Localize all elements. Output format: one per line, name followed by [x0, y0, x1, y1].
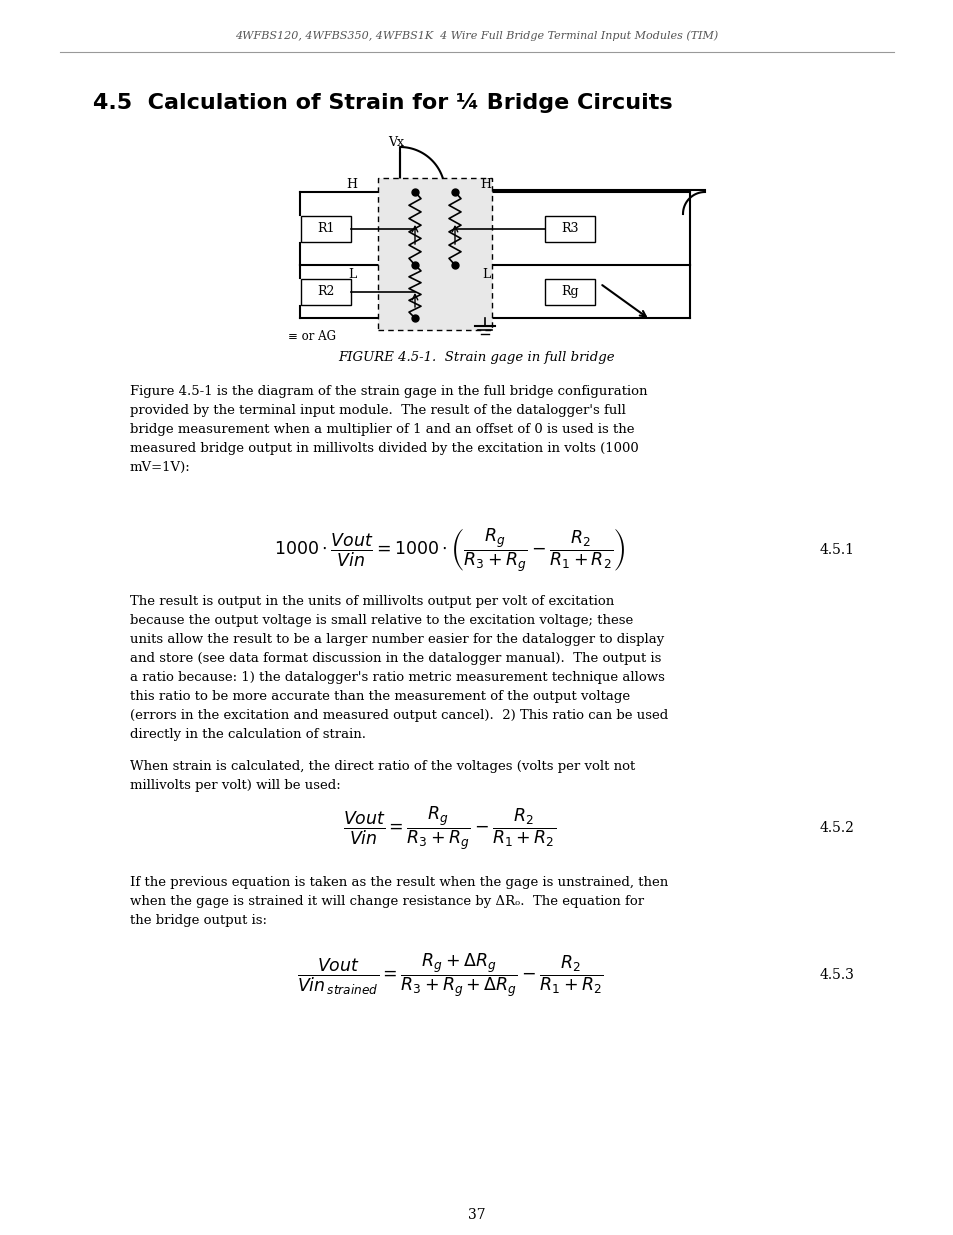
Text: units allow the result to be a larger number easier for the datalogger to displa: units allow the result to be a larger nu… [130, 634, 663, 646]
Text: $\dfrac{\mathit{Vout}}{\mathit{Vin}_{\,\mathit{strained}}} = \dfrac{R_g + \Delta: $\dfrac{\mathit{Vout}}{\mathit{Vin}_{\,\… [296, 951, 602, 999]
Text: L: L [481, 268, 490, 282]
Text: provided by the terminal input module.  The result of the datalogger's full: provided by the terminal input module. T… [130, 404, 625, 417]
Text: 4.5.3: 4.5.3 [820, 968, 854, 982]
Text: Vx: Vx [388, 137, 403, 149]
Bar [301, 215, 351, 242]
Text: R1: R1 [317, 222, 335, 235]
Bar [544, 279, 595, 305]
Text: ≡ or AG: ≡ or AG [288, 330, 335, 342]
Text: (errors in the excitation and measured output cancel).  2) This ratio can be use: (errors in the excitation and measured o… [130, 709, 667, 722]
Bar [301, 279, 351, 305]
Text: 4WFBS120, 4WFBS350, 4WFBS1K  4 Wire Full Bridge Terminal Input Modules (TIM): 4WFBS120, 4WFBS350, 4WFBS1K 4 Wire Full … [235, 31, 718, 41]
Text: because the output voltage is small relative to the excitation voltage; these: because the output voltage is small rela… [130, 614, 633, 627]
Text: this ratio to be more accurate than the measurement of the output voltage: this ratio to be more accurate than the … [130, 690, 630, 703]
Text: 37: 37 [468, 1208, 485, 1221]
Text: 4.5.2: 4.5.2 [820, 821, 854, 835]
Text: bridge measurement when a multiplier of 1 and an offset of 0 is used is the: bridge measurement when a multiplier of … [130, 424, 634, 436]
Text: millivolts per volt) will be used:: millivolts per volt) will be used: [130, 779, 340, 792]
Bar [377, 178, 492, 330]
Text: When strain is calculated, the direct ratio of the voltages (volts per volt not: When strain is calculated, the direct ra… [130, 760, 635, 773]
Text: 4.5  Calculation of Strain for ¼ Bridge Circuits: 4.5 Calculation of Strain for ¼ Bridge C… [92, 93, 672, 112]
Text: mV=1V):: mV=1V): [130, 461, 191, 474]
Text: $\dfrac{\mathit{Vout}}{\mathit{Vin}} = \dfrac{R_g}{R_3 + R_g} - \dfrac{R_2}{R_1 : $\dfrac{\mathit{Vout}}{\mathit{Vin}} = \… [343, 804, 556, 852]
Text: measured bridge output in millivolts divided by the excitation in volts (1000: measured bridge output in millivolts div… [130, 442, 639, 454]
Bar [544, 215, 595, 242]
Text: 4.5.1: 4.5.1 [820, 543, 854, 557]
Text: a ratio because: 1) the datalogger's ratio metric measurement technique allows: a ratio because: 1) the datalogger's rat… [130, 671, 664, 684]
Text: H: H [480, 178, 491, 190]
Text: L: L [348, 268, 355, 282]
Text: H: H [346, 178, 357, 190]
Text: Rg: Rg [560, 285, 578, 298]
Text: The result is output in the units of millivolts output per volt of excitation: The result is output in the units of mil… [130, 595, 614, 608]
Text: R2: R2 [317, 285, 335, 298]
Text: directly in the calculation of strain.: directly in the calculation of strain. [130, 727, 366, 741]
Text: the bridge output is:: the bridge output is: [130, 914, 267, 927]
Text: Figure 4.5-1 is the diagram of the strain gage in the full bridge configuration: Figure 4.5-1 is the diagram of the strai… [130, 385, 647, 398]
Text: If the previous equation is taken as the result when the gage is unstrained, the: If the previous equation is taken as the… [130, 876, 667, 889]
Text: and store (see data format discussion in the datalogger manual).  The output is: and store (see data format discussion in… [130, 652, 660, 664]
Text: R3: R3 [560, 222, 578, 235]
Text: $1000 \cdot \dfrac{\mathit{Vout}}{\mathit{Vin}} = 1000 \cdot \left( \dfrac{R_g}{: $1000 \cdot \dfrac{\mathit{Vout}}{\mathi… [274, 526, 625, 574]
Text: when the gage is strained it will change resistance by ΔRₒ.  The equation for: when the gage is strained it will change… [130, 895, 643, 908]
Text: FIGURE 4.5-1.  Strain gage in full bridge: FIGURE 4.5-1. Strain gage in full bridge [338, 352, 615, 364]
